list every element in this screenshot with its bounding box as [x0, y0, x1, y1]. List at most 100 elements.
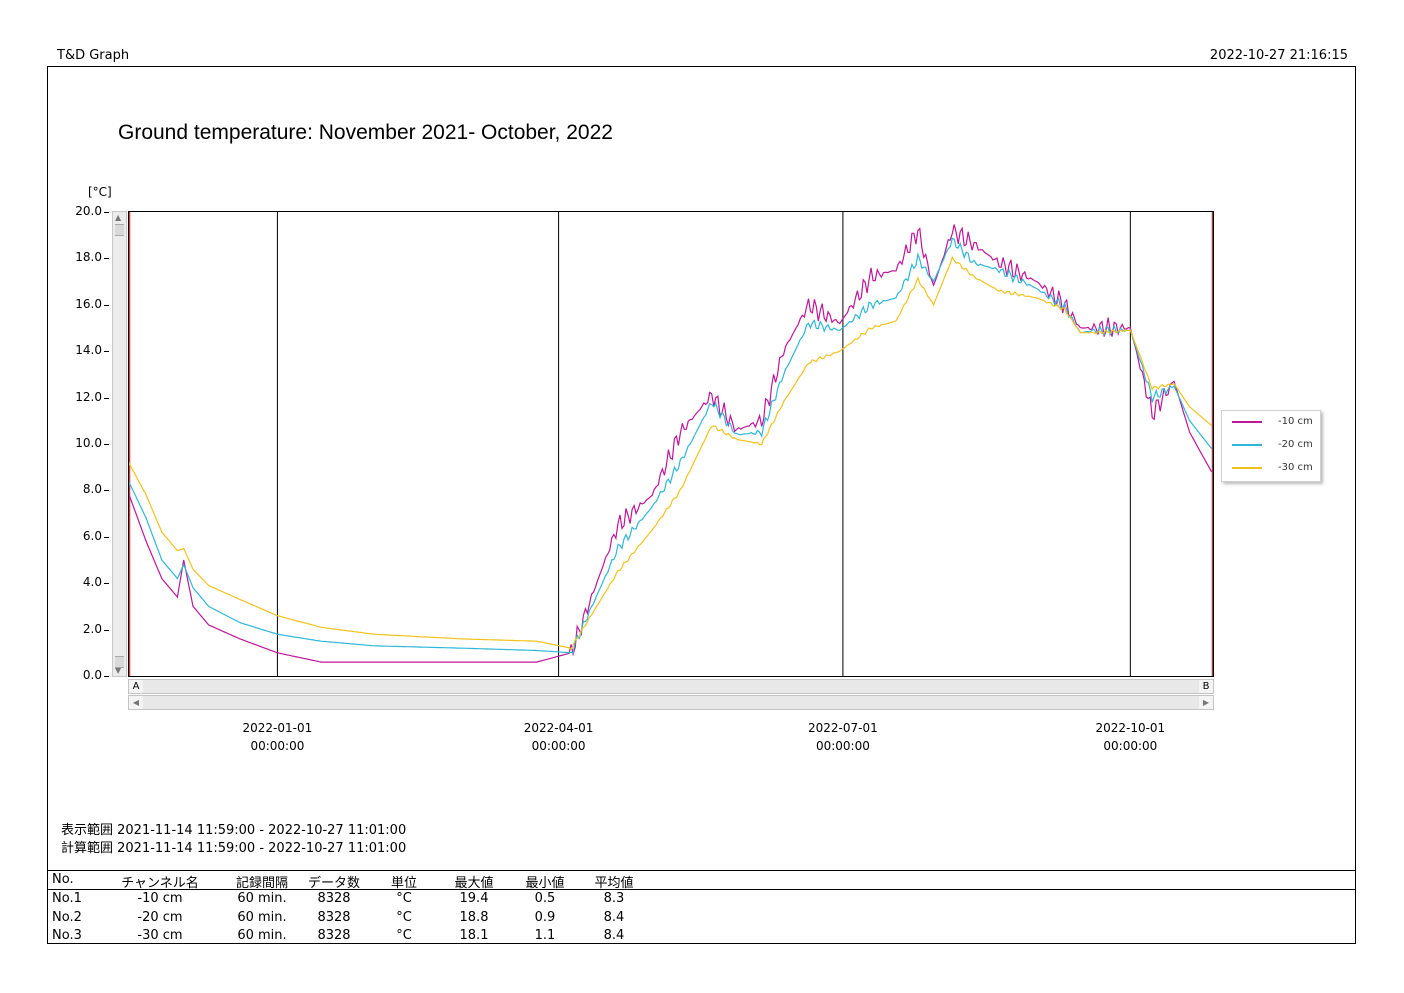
x-tick-date: 2022-10-01: [1095, 721, 1166, 735]
table-cell: 8328: [317, 928, 351, 943]
table-header-rule: [47, 889, 1356, 890]
x-tick-label: 2022-01-01 00:00:00: [207, 719, 347, 755]
table-cell: °C: [396, 909, 412, 925]
x-tick-label: 2022-07-01 00:00:00: [773, 719, 913, 755]
horizontal-scrollbar[interactable]: ◀ ▶: [128, 695, 1214, 710]
series-line-2: [129, 237, 1213, 654]
table-cell: 0.9: [534, 909, 556, 925]
y-tick-label: 6.0: [82, 528, 102, 543]
table-cell: 8.4: [603, 909, 625, 925]
y-tick-label: 12.0: [75, 389, 102, 404]
scroll-right-icon[interactable]: ▶: [1199, 696, 1213, 709]
scroll-left-icon[interactable]: ◀: [129, 696, 143, 709]
y-tick-mark: [104, 536, 109, 538]
legend-item: -20 cm: [1232, 438, 1318, 452]
report-frame: [47, 66, 1356, 944]
table-header-cell: 平均値: [594, 876, 634, 891]
y-tick-label: 10.0: [75, 436, 102, 450]
x-tick-time: 00:00:00: [531, 739, 586, 753]
table-header-cell: 記録間隔: [235, 876, 288, 891]
y-tick-label: 8.0: [82, 482, 102, 497]
table-cell: °C: [396, 891, 412, 906]
table-cell: No.2: [52, 909, 82, 925]
table-cell: °C: [396, 928, 412, 943]
x-tick-date: 2022-07-01: [808, 721, 878, 735]
display-range: 表示範囲 2021-11-14 11:59:00 - 2022-10-27 11…: [61, 823, 407, 838]
x-tick-time: 00:00:00: [1103, 739, 1158, 753]
table-header-cell: 単位: [390, 876, 417, 891]
x-tick-label: 2022-04-01 00:00:00: [489, 719, 629, 755]
y-tick-label: 20.0: [75, 204, 102, 218]
cursor-b-marker[interactable]: B: [1199, 680, 1213, 693]
table-cell: -10 cm: [137, 891, 183, 906]
table-cell: 18.8: [459, 909, 489, 925]
cursor-bar[interactable]: A B: [128, 679, 1214, 694]
table-cell: 8328: [317, 891, 351, 906]
series-line-1: [129, 224, 1213, 663]
cursor-a-marker[interactable]: A: [129, 680, 143, 693]
table-cell: 8328: [317, 909, 351, 925]
legend-label: -10 cm: [1278, 416, 1313, 427]
x-tick-time: 00:00:00: [250, 739, 305, 753]
table-cell: No.3: [52, 928, 82, 943]
scroll-down-icon[interactable]: ▼: [115, 666, 122, 675]
table-header-cell: データ数: [307, 876, 360, 891]
print-timestamp: 2022-10-27 21:16:15: [1209, 48, 1348, 63]
table-header-cell: 最大値: [454, 876, 494, 891]
legend-item: -30 cm: [1232, 461, 1318, 475]
y-tick-mark: [104, 490, 109, 492]
legend-item: -10 cm: [1232, 415, 1318, 429]
table-cell: 60 min.: [237, 909, 287, 925]
plot-svg: [129, 212, 1213, 676]
y-tick-label: 4.0: [82, 575, 102, 590]
x-tick-date: 2022-04-01: [523, 721, 594, 735]
legend-label: -20 cm: [1278, 439, 1313, 450]
table-cell: 18.1: [459, 928, 489, 943]
table-cell: 8.4: [603, 928, 625, 943]
scroll-up-icon[interactable]: ▲: [115, 213, 122, 222]
y-tick-label: 0.0: [82, 668, 102, 682]
y-tick-mark: [104, 629, 109, 631]
y-axis-unit: [°C]: [88, 185, 112, 199]
y-tick-mark: [104, 212, 109, 213]
y-tick-mark: [104, 351, 109, 353]
table-cell: 19.4: [459, 891, 489, 906]
y-tick-label: 14.0: [75, 343, 102, 358]
x-tick-label: 2022-10-01 00:00:00: [1060, 719, 1200, 755]
table-header-cell: チャンネル名: [121, 876, 199, 891]
table-cell: 1.1: [534, 928, 556, 943]
legend-swatch: [1232, 444, 1262, 446]
chart-title: Ground temperature: November 2021- Octob…: [118, 121, 613, 144]
y-tick-mark: [104, 444, 109, 445]
table-top-rule: [47, 870, 1356, 871]
legend-label: -30 cm: [1278, 462, 1313, 473]
table-cell: 60 min.: [237, 928, 287, 943]
table-cell: -30 cm: [137, 928, 183, 943]
x-tick-date: 2022-01-01: [242, 721, 313, 735]
series-line-3: [129, 255, 1212, 651]
y-tick-mark: [104, 258, 109, 260]
y-tick-mark: [104, 583, 109, 585]
table-cell: No.1: [52, 891, 82, 906]
y-tick-mark: [104, 397, 109, 399]
app-name: T&D Graph: [57, 48, 130, 63]
table-cell: 0.5: [534, 891, 556, 906]
x-tick-time: 00:00:00: [815, 739, 870, 753]
vertical-scrollbar[interactable]: ▲ ▼: [112, 211, 127, 677]
legend: -10 cm -20 cm -30 cm: [1221, 410, 1321, 482]
table-header-cell: No.: [52, 872, 74, 887]
y-tick-mark: [104, 676, 109, 677]
scroll-thumb-bottom[interactable]: [115, 656, 124, 668]
table-cell: 60 min.: [237, 891, 287, 906]
legend-swatch: [1232, 421, 1262, 423]
y-tick-label: 18.0: [75, 250, 102, 265]
plot-area: [128, 211, 1214, 677]
table-header-cell: 最小値: [525, 876, 565, 891]
table-cell: -20 cm: [137, 909, 183, 925]
y-tick-label: 2.0: [82, 621, 102, 636]
scroll-thumb-top[interactable]: [115, 224, 124, 236]
legend-swatch: [1232, 467, 1262, 469]
calc-range: 計算範囲 2021-11-14 11:59:00 - 2022-10-27 11…: [61, 841, 407, 856]
table-cell: 8.3: [603, 891, 625, 906]
y-tick-label: 16.0: [75, 296, 102, 311]
